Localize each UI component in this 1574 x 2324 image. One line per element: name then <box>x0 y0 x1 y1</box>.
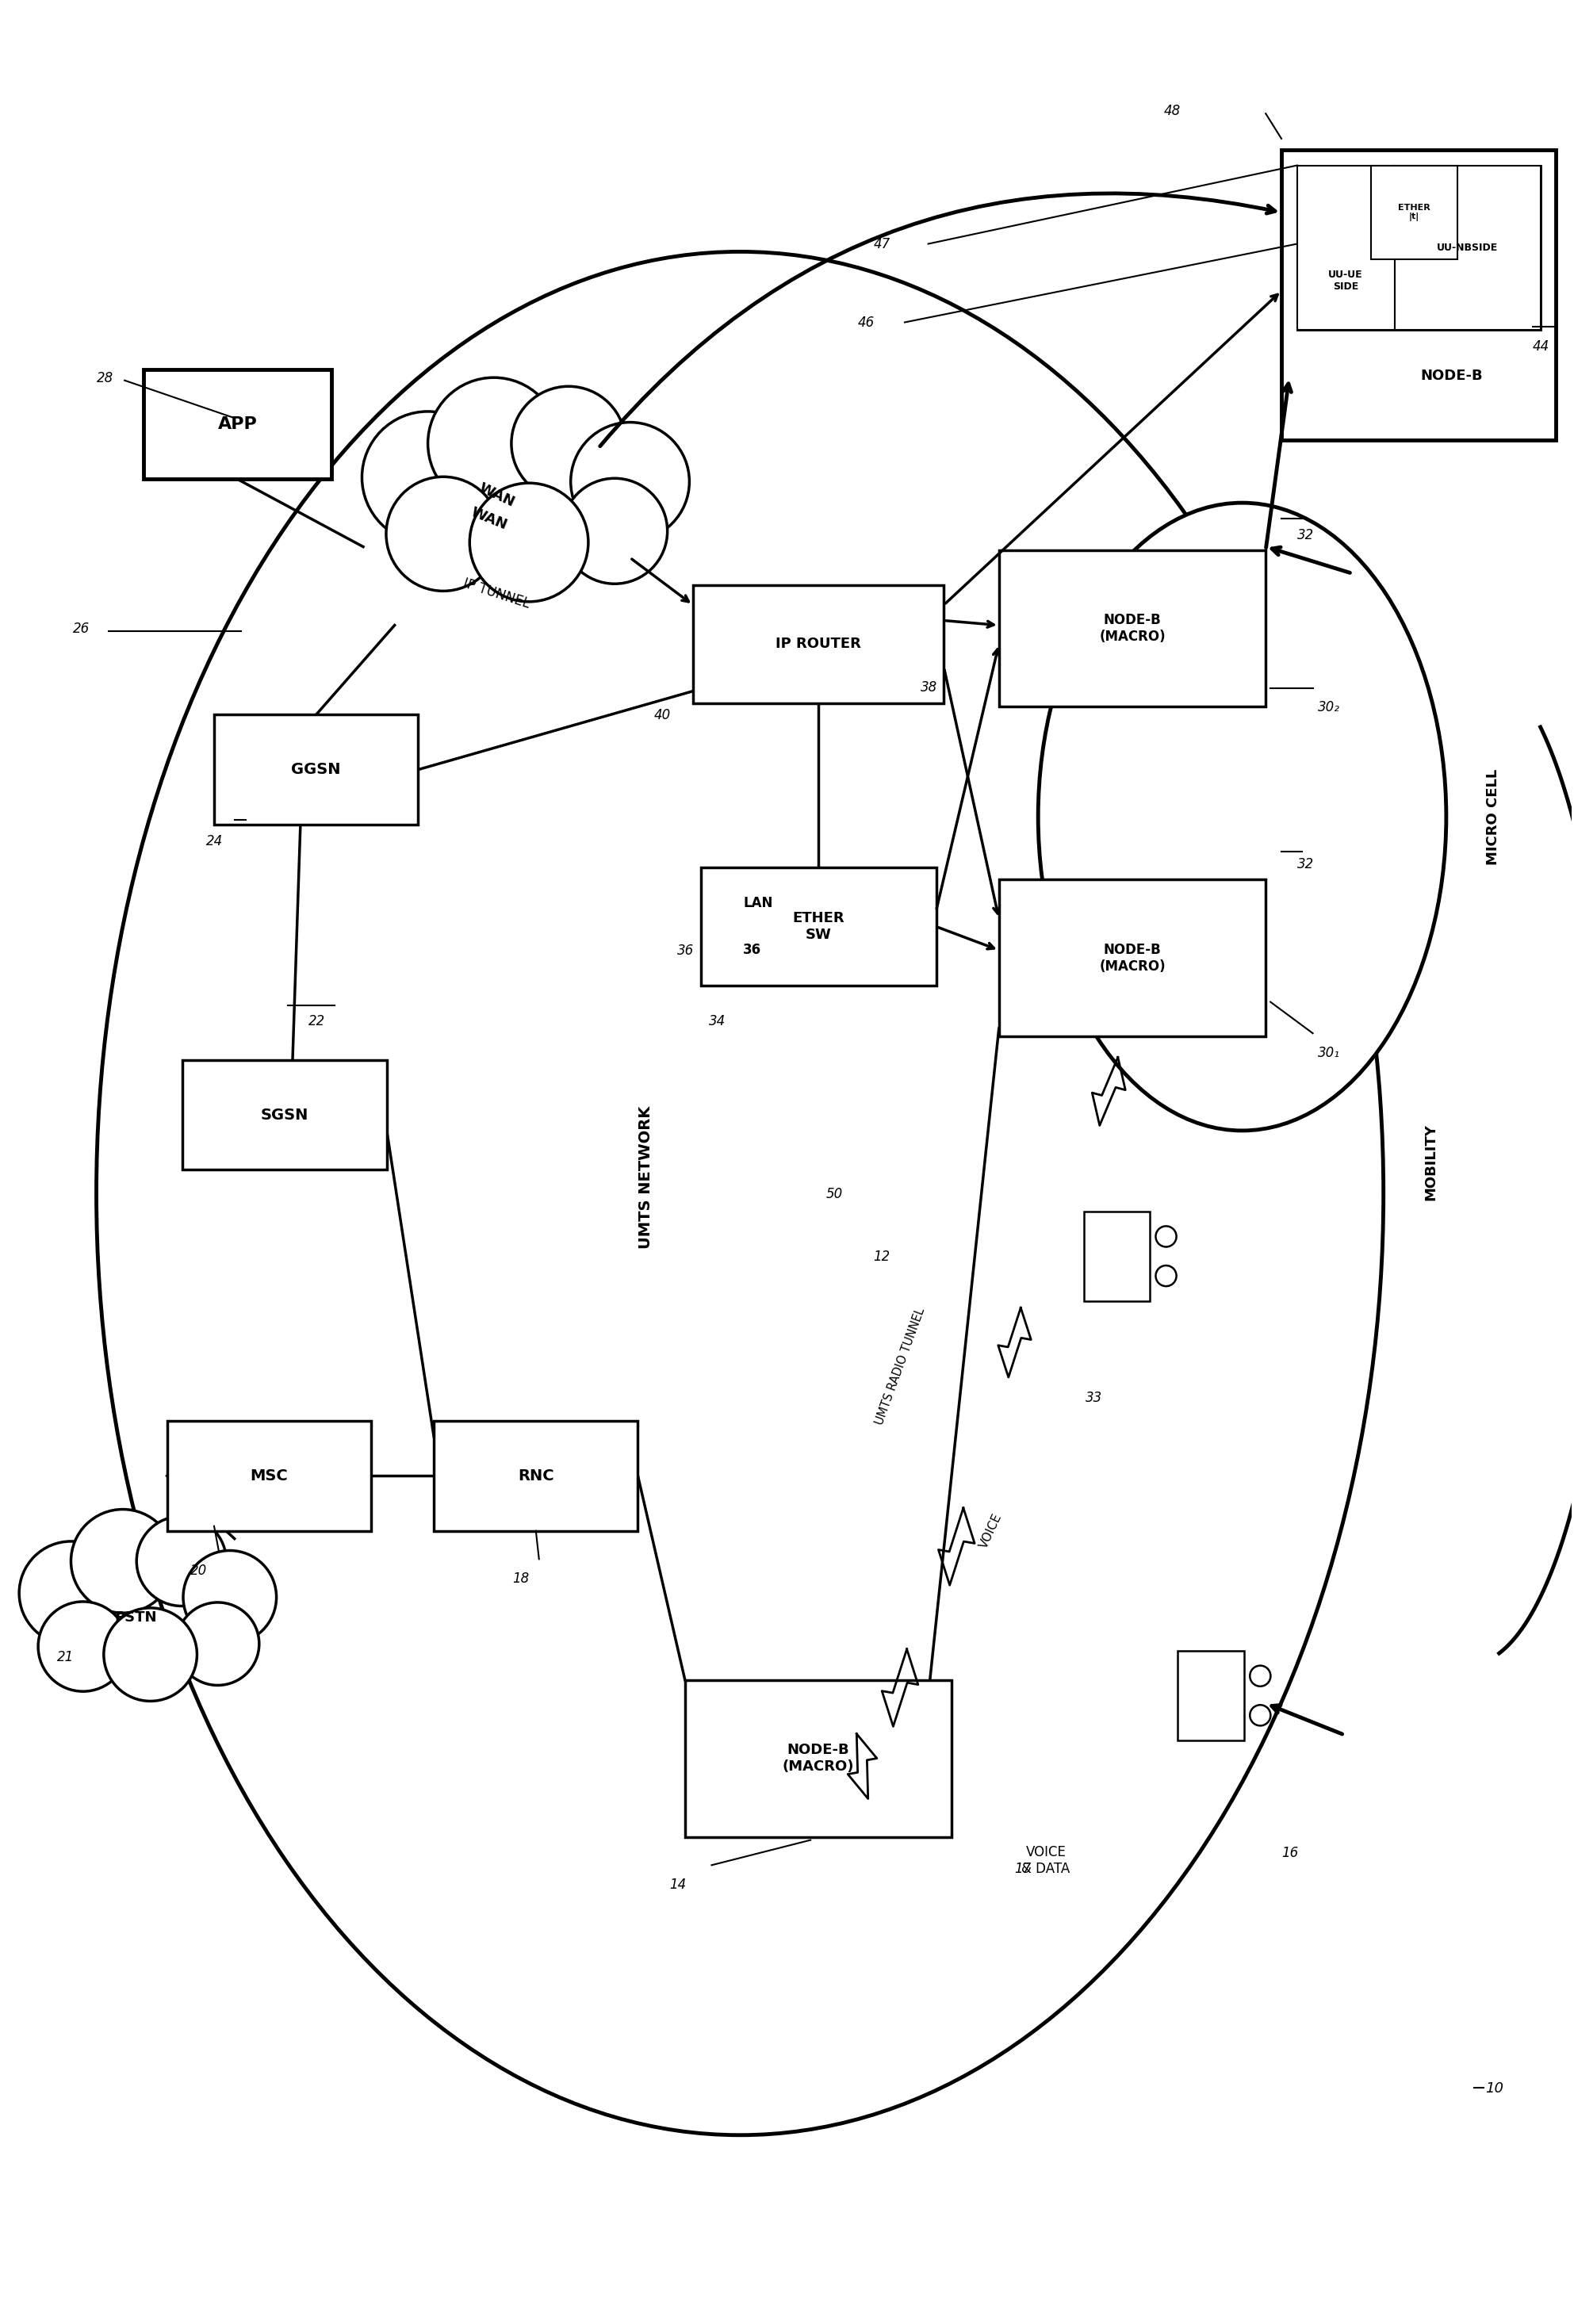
Text: WAN: WAN <box>477 481 516 509</box>
Text: UMTS RADIO TUNNEL: UMTS RADIO TUNNEL <box>874 1306 927 1427</box>
FancyArrowPatch shape <box>600 193 1275 446</box>
Text: 36: 36 <box>743 944 762 957</box>
Text: 50: 50 <box>826 1188 844 1202</box>
Text: MSC: MSC <box>250 1469 288 1483</box>
Text: MICRO CELL: MICRO CELL <box>1486 769 1500 865</box>
Text: UU-NBSIDE: UU-NBSIDE <box>1437 242 1498 253</box>
Bar <box>1083 1211 1149 1301</box>
Text: 32: 32 <box>1297 528 1314 541</box>
Circle shape <box>386 476 501 590</box>
Bar <box>143 370 332 479</box>
Text: IP ROUTER: IP ROUTER <box>776 637 861 651</box>
Text: 47: 47 <box>874 237 891 251</box>
Circle shape <box>428 376 560 509</box>
Text: 22: 22 <box>309 1013 326 1030</box>
Circle shape <box>469 483 589 602</box>
Text: 16: 16 <box>1281 1845 1299 1862</box>
Text: IP TUNNEL: IP TUNNEL <box>461 576 532 611</box>
Text: VOICE
& DATA: VOICE & DATA <box>1022 1845 1070 1875</box>
Text: NODE-B
(MACRO): NODE-B (MACRO) <box>1099 614 1165 644</box>
Text: 14: 14 <box>669 1878 686 1892</box>
Circle shape <box>38 1601 127 1692</box>
Bar <box>1177 1650 1243 1741</box>
Text: RNC: RNC <box>518 1469 554 1483</box>
Bar <box>183 1060 387 1169</box>
Text: 32: 32 <box>1297 858 1314 872</box>
Text: NODE-B
(MACRO): NODE-B (MACRO) <box>1099 944 1165 974</box>
Circle shape <box>104 1608 197 1701</box>
Text: 44: 44 <box>1533 339 1549 353</box>
Circle shape <box>71 1508 175 1613</box>
Bar <box>1395 165 1541 330</box>
Circle shape <box>176 1604 260 1685</box>
Text: GGSN: GGSN <box>291 762 342 776</box>
Text: ETHER
|t|: ETHER |t| <box>1398 205 1431 221</box>
Bar <box>1371 165 1458 260</box>
Text: 30₂: 30₂ <box>1317 700 1339 716</box>
Text: WAN: WAN <box>469 504 508 532</box>
Text: 24: 24 <box>206 834 224 848</box>
Text: NODE-B
(MACRO): NODE-B (MACRO) <box>782 1743 855 1773</box>
Bar <box>700 867 937 985</box>
Text: 21: 21 <box>57 1650 74 1664</box>
Circle shape <box>571 423 689 541</box>
Text: 18: 18 <box>512 1571 529 1585</box>
Text: 17: 17 <box>1015 1862 1031 1875</box>
Text: 40: 40 <box>653 709 671 723</box>
Bar <box>999 551 1265 706</box>
Bar <box>167 1420 371 1532</box>
Bar <box>999 878 1265 1037</box>
Bar <box>434 1420 637 1532</box>
Circle shape <box>19 1541 123 1645</box>
Text: 34: 34 <box>708 1013 726 1030</box>
Text: LAN: LAN <box>743 895 773 911</box>
Text: 38: 38 <box>921 681 937 695</box>
Text: SGSN: SGSN <box>261 1106 309 1122</box>
Circle shape <box>362 411 494 544</box>
Text: 12: 12 <box>874 1250 891 1264</box>
Circle shape <box>137 1515 227 1606</box>
Text: 10: 10 <box>1486 2082 1503 2096</box>
Circle shape <box>512 386 625 500</box>
Bar <box>685 1680 952 1836</box>
Ellipse shape <box>96 251 1384 2136</box>
Text: 20: 20 <box>190 1564 208 1578</box>
Text: MOBILITY: MOBILITY <box>1423 1122 1437 1202</box>
Text: 28: 28 <box>96 372 113 386</box>
Text: 36: 36 <box>677 944 694 957</box>
Text: VOICE: VOICE <box>977 1511 1004 1550</box>
Bar <box>214 716 419 825</box>
Text: UMTS NETWORK: UMTS NETWORK <box>637 1106 653 1250</box>
Circle shape <box>1250 1666 1270 1687</box>
Text: 30₁: 30₁ <box>1317 1046 1339 1060</box>
Circle shape <box>1155 1267 1176 1285</box>
Text: APP: APP <box>217 416 258 432</box>
Text: PSTN: PSTN <box>115 1611 157 1624</box>
Circle shape <box>1155 1227 1176 1248</box>
Text: 48: 48 <box>1163 105 1180 119</box>
Text: NODE-B: NODE-B <box>1421 370 1483 383</box>
Bar <box>1281 149 1557 439</box>
Circle shape <box>1250 1706 1270 1727</box>
Bar <box>693 586 944 702</box>
Text: UU-UE
SIDE: UU-UE SIDE <box>1328 270 1363 293</box>
Bar <box>1297 165 1395 330</box>
Text: 33: 33 <box>1084 1392 1102 1406</box>
Text: ETHER
SW: ETHER SW <box>792 911 844 941</box>
Circle shape <box>183 1550 277 1643</box>
Circle shape <box>562 479 667 583</box>
Text: 26: 26 <box>72 623 90 637</box>
Text: 46: 46 <box>858 316 875 330</box>
Bar <box>1297 165 1541 330</box>
Ellipse shape <box>1039 502 1447 1129</box>
